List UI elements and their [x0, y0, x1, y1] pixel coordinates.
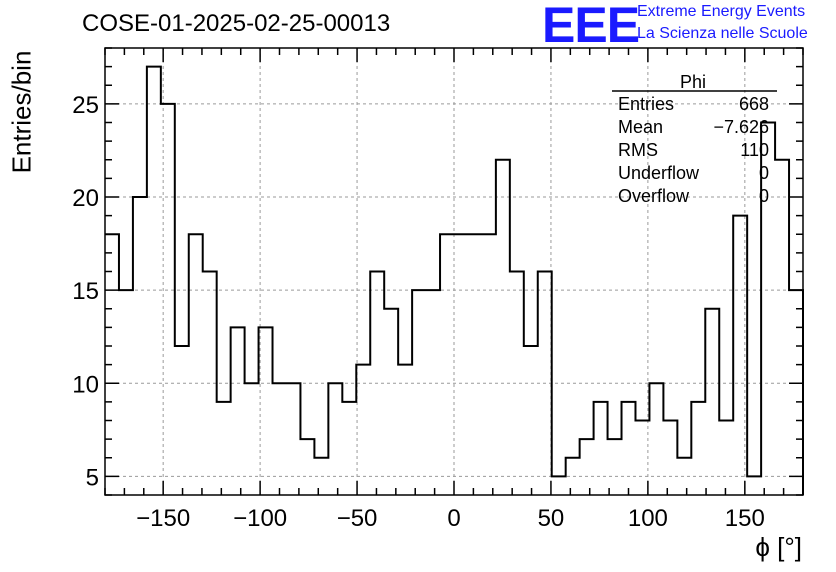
- histogram-bin: [300, 439, 314, 495]
- logo-line-1: Extreme Energy Events: [637, 3, 806, 20]
- histogram-bin: [259, 327, 273, 495]
- stats-value: 668: [739, 94, 769, 114]
- y-tick-label: 20: [72, 185, 99, 212]
- histogram-bin: [147, 67, 161, 495]
- logo-line-2: La Scienza nelle Scuole: [637, 25, 808, 42]
- y-tick-label: 15: [72, 278, 99, 305]
- eee-logo: EEE: [542, 0, 640, 53]
- histogram-bin: [468, 234, 482, 495]
- x-tick-label: 150: [725, 505, 765, 532]
- histogram-bin: [747, 476, 761, 495]
- histogram-bin: [328, 383, 342, 495]
- histogram-bin: [119, 290, 133, 495]
- histogram-bin: [286, 383, 300, 495]
- x-tick-label: −50: [337, 505, 378, 532]
- stats-box: Phi Entries 668 Mean −7.626 RMS 110 Underflow 0 O…: [612, 72, 777, 206]
- histogram-bin: [245, 383, 259, 495]
- histogram-outline: [105, 65, 804, 495]
- x-tick-label: 50: [538, 505, 565, 532]
- stats-label: Underflow: [618, 163, 700, 183]
- histogram-bin: [663, 421, 677, 496]
- histogram-bin: [649, 383, 663, 495]
- x-axis-label: ϕ [°]: [755, 532, 802, 562]
- histogram-bin: [454, 234, 468, 495]
- stats-value: 0: [759, 186, 769, 206]
- y-tick-label: 25: [72, 92, 99, 119]
- histogram-bin: [482, 234, 496, 495]
- stats-label: RMS: [618, 140, 658, 160]
- histogram-bin: [594, 402, 608, 495]
- histogram-bin: [775, 160, 789, 495]
- histogram-bin: [496, 160, 510, 495]
- histogram-bin: [789, 290, 803, 495]
- stats-label: Overflow: [618, 186, 690, 206]
- histogram-bin: [398, 365, 412, 495]
- histogram-bin: [133, 197, 147, 495]
- stats-value: 110: [740, 140, 769, 160]
- histogram-bin: [691, 402, 705, 495]
- histogram-bin: [189, 234, 203, 495]
- stats-label: Mean: [618, 117, 663, 137]
- y-tick-label: 5: [86, 464, 99, 491]
- histogram-bin: [608, 439, 622, 495]
- histogram-bin: [705, 309, 719, 495]
- x-tick-label: 0: [447, 505, 460, 532]
- histogram-bin: [412, 290, 426, 495]
- histogram-bin: [426, 290, 440, 495]
- histogram-bin: [231, 327, 245, 495]
- histogram-bin: [524, 346, 538, 495]
- stats-name: Phi: [680, 72, 706, 92]
- histogram-bin: [175, 346, 189, 495]
- histogram-bin: [342, 402, 356, 495]
- histogram-bin: [217, 402, 231, 495]
- tick-labels: −150 −100 −50 0 50 100 150 5 10 15 20 25: [72, 92, 765, 532]
- axis-ticks: [104, 47, 804, 496]
- stats-label: Entries: [618, 94, 674, 114]
- histogram-bin: [580, 439, 594, 495]
- histogram-bin: [719, 421, 733, 496]
- histogram-bin: [552, 476, 566, 495]
- histogram-bin: [384, 309, 398, 495]
- y-axis-label: Entries/bin: [6, 50, 37, 174]
- x-tick-label: −100: [233, 505, 287, 532]
- y-tick-label: 10: [72, 371, 99, 398]
- histogram-bin: [273, 383, 287, 495]
- x-tick-label: −150: [136, 505, 190, 532]
- histogram-bins: [105, 67, 803, 495]
- histogram-bin: [440, 234, 454, 495]
- histogram-bin: [356, 365, 370, 495]
- chart-title: COSE-01-2025-02-25-00013: [82, 10, 391, 37]
- stats-value: 0: [759, 163, 769, 183]
- x-tick-label: 100: [628, 505, 668, 532]
- histogram-bin: [622, 402, 636, 495]
- stats-value: −7.626: [713, 117, 769, 137]
